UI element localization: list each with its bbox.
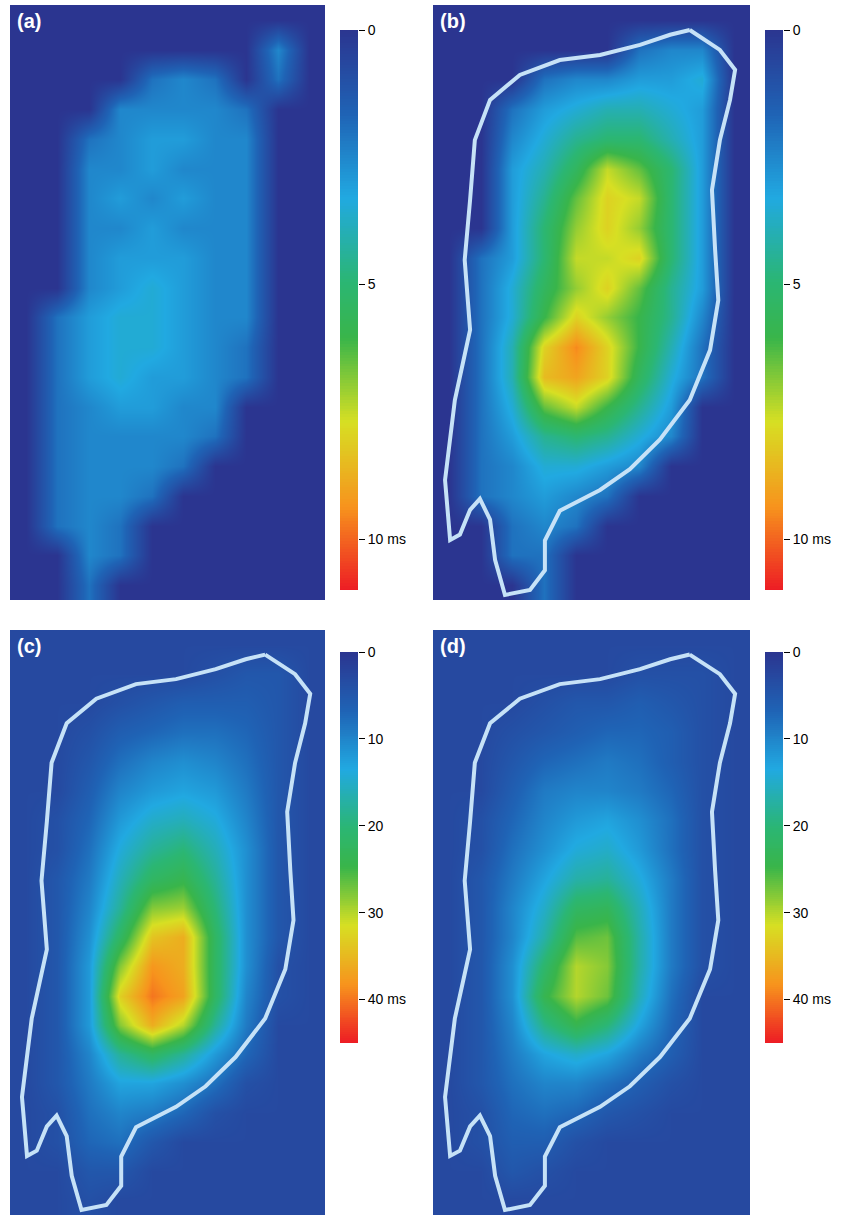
svg-text:10 ms: 10 ms [368,531,406,547]
svg-text:40 ms: 40 ms [793,991,831,1007]
svg-text:0: 0 [368,644,376,660]
svg-text:(d): (d) [440,635,466,657]
svg-text:30: 30 [368,905,384,921]
svg-text:40 ms: 40 ms [368,991,406,1007]
svg-text:20: 20 [368,818,384,834]
svg-text:20: 20 [793,818,809,834]
svg-text:(a): (a) [17,10,41,32]
svg-text:10: 10 [368,731,384,747]
svg-text:0: 0 [793,22,801,38]
svg-text:10: 10 [793,731,809,747]
svg-text:(b): (b) [440,10,466,32]
svg-text:(c): (c) [17,635,41,657]
svg-text:0: 0 [793,644,801,660]
svg-text:5: 5 [368,276,376,292]
svg-text:10 ms: 10 ms [793,531,831,547]
svg-text:0: 0 [368,22,376,38]
svg-text:5: 5 [793,276,801,292]
svg-text:30: 30 [793,905,809,921]
